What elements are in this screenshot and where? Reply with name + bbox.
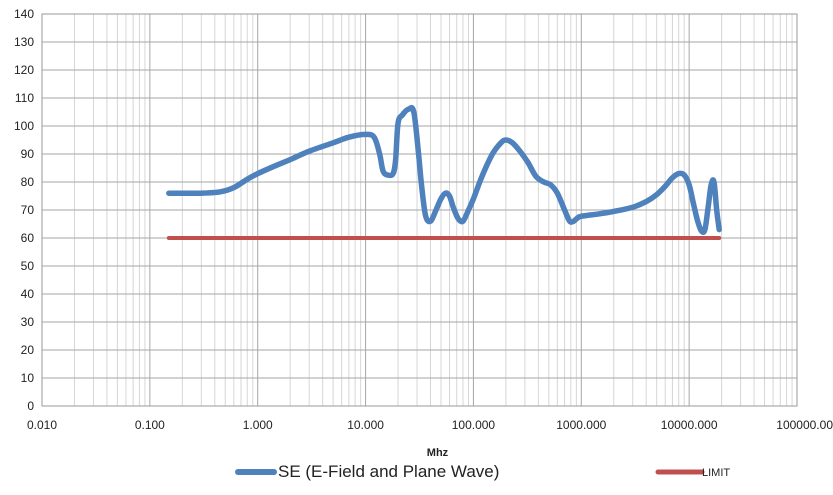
y-tick-label: 110 [15, 91, 34, 105]
y-axis-ticks: 0 10 20 30 40 50 60 70 80 90 100 110 120 130 140 [14, 7, 34, 413]
x-tick-label: 0.010 [27, 418, 57, 432]
legend-label-limit: LIMIT [702, 467, 730, 479]
x-tick-label: 100000.00 [776, 418, 833, 432]
x-tick-label: 1.000 [243, 418, 273, 432]
y-tick-label: 80 [21, 175, 35, 189]
y-tick-label: 50 [21, 259, 35, 273]
y-tick-label: 10 [21, 371, 35, 385]
series-layer [166, 104, 722, 240]
y-tick-label: 130 [14, 35, 34, 49]
y-tick-label: 20 [21, 343, 35, 357]
y-tick-label: 120 [14, 63, 34, 77]
x-tick-label: 100.000 [452, 418, 496, 432]
y-tick-label: 90 [21, 147, 35, 161]
y-tick-label: 30 [21, 315, 35, 329]
series-se-line [166, 104, 722, 236]
x-tick-label: 10.000 [347, 418, 384, 432]
x-tick-label: 10000.000 [661, 418, 718, 432]
x-axis-ticks: 0.010 0.100 1.000 10.000 100.000 1000.000 1000… [27, 418, 833, 432]
x-axis-title: Mhz [427, 447, 449, 459]
y-tick-label: 60 [21, 231, 35, 245]
legend-label-se: SE (E-Field and Plane Wave) [278, 462, 499, 481]
x-tick-label: 1000.000 [556, 418, 606, 432]
y-tick-label: 140 [14, 7, 34, 21]
grid-major [41, 13, 798, 407]
y-tick-label: 100 [14, 119, 34, 133]
plot-frame [41, 13, 798, 407]
y-tick-label: 40 [21, 287, 35, 301]
legend: SE (E-Field and Plane Wave) LIMIT [235, 462, 730, 481]
x-tick-label: 0.100 [135, 418, 165, 432]
y-tick-label: 70 [21, 203, 35, 217]
y-tick-label: 0 [27, 399, 34, 413]
